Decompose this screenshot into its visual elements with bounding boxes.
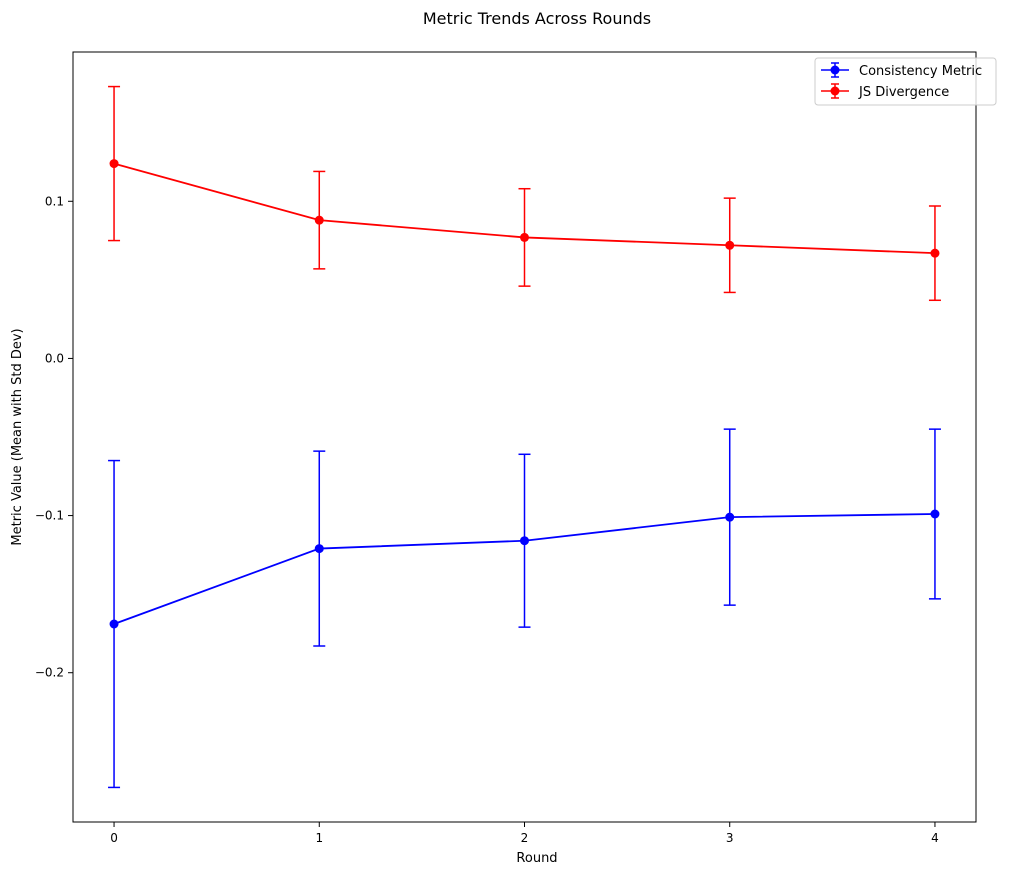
y-tick-label-2: 0.0 <box>45 351 64 365</box>
y-tick-label-1: −0.1 <box>35 509 64 523</box>
x-tick-label-4: 4 <box>931 831 939 845</box>
y-tick-label-3: 0.1 <box>45 194 64 208</box>
data-point-js-divergence-3 <box>725 240 735 250</box>
x-tick-label-2: 2 <box>521 831 529 845</box>
series-consistency-metric <box>108 428 941 789</box>
data-point-consistency-metric-1 <box>314 544 324 554</box>
data-point-consistency-metric-2 <box>520 536 529 546</box>
data-point-js-divergence-0 <box>109 159 119 169</box>
ticks-layer: 0 1 2 3 4 −0.2 −0.1 0.0 0.1 <box>35 194 939 845</box>
chart-title: Metric Trends Across Rounds <box>423 9 651 28</box>
data-point-js-divergence-2 <box>520 232 529 242</box>
y-axis-label: Metric Value (Mean with Std Dev) <box>10 328 25 545</box>
legend-marker-consistency <box>830 65 840 75</box>
legend-frame <box>814 57 997 106</box>
series-js-divergence <box>108 85 941 302</box>
legend-item-js-divergence: JS Divergence <box>821 83 949 100</box>
legend-marker-js-divergence <box>830 86 840 96</box>
series-layer <box>108 85 941 789</box>
x-tick-label-0: 0 <box>110 831 118 845</box>
data-point-js-divergence-4 <box>930 248 940 258</box>
legend-label-js-divergence: JS Divergence <box>858 85 949 100</box>
legend-label-consistency: Consistency Metric <box>859 64 982 79</box>
data-point-consistency-metric-3 <box>725 512 735 522</box>
data-point-js-divergence-1 <box>314 215 324 225</box>
x-axis-label: Round <box>516 851 557 866</box>
x-tick-label-3: 3 <box>726 831 734 845</box>
legend-item-consistency: Consistency Metric <box>821 62 982 79</box>
legend: Consistency Metric JS Divergence <box>814 57 997 106</box>
data-point-consistency-metric-4 <box>930 509 940 519</box>
x-tick-label-1: 1 <box>315 831 323 845</box>
data-point-consistency-metric-0 <box>109 619 119 629</box>
y-tick-label-0: −0.2 <box>35 666 64 680</box>
